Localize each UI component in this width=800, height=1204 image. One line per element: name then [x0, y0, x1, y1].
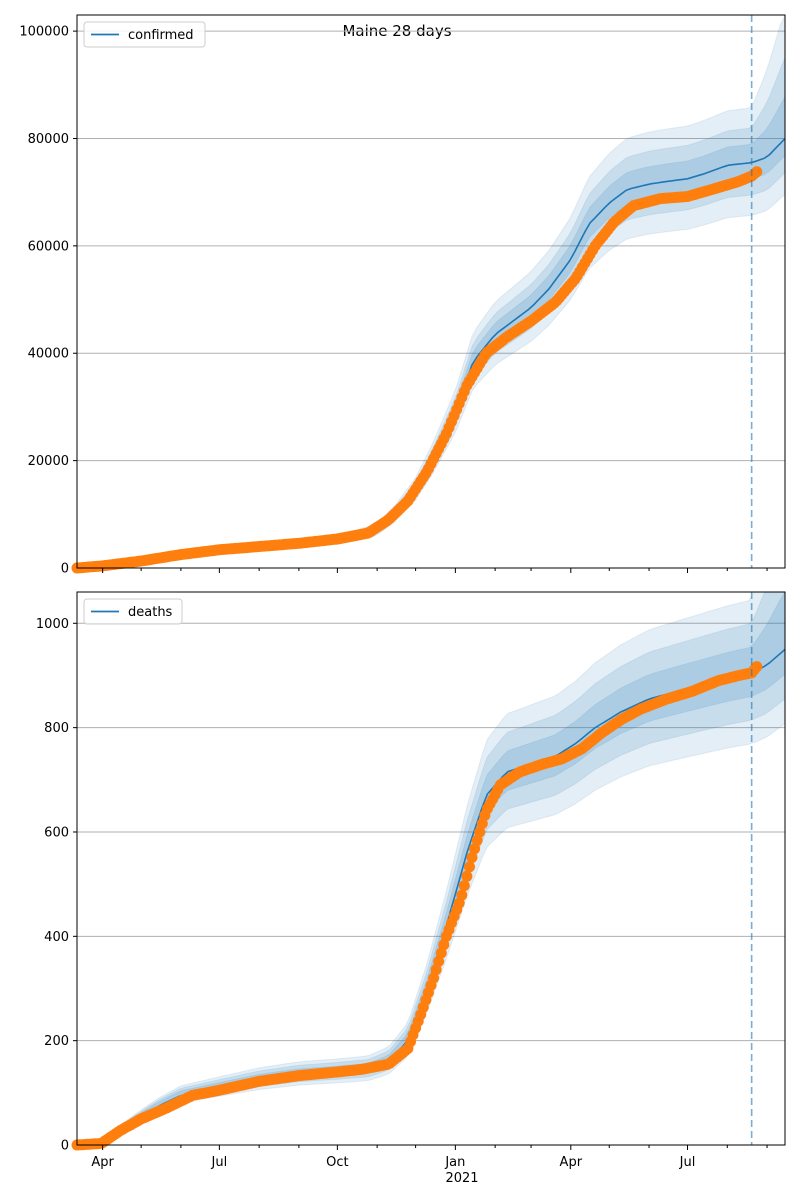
top-y-tick-label: 40000 — [28, 347, 69, 362]
bottom-y-tick-label: 1000 — [36, 617, 69, 632]
bottom-observed-point — [476, 818, 488, 830]
bottom-observed-point — [461, 870, 473, 882]
bottom-y-tick-label: 800 — [44, 721, 69, 736]
x-tick-label: Jul — [211, 1155, 228, 1170]
top-y-tick-label: 0 — [61, 562, 69, 577]
bottom-y-tick-label: 0 — [61, 1139, 69, 1154]
bottom-observed-point — [456, 889, 468, 901]
bottom-observed-point — [466, 852, 478, 863]
bottom-observed-point — [438, 939, 450, 951]
bottom-observed-point — [430, 964, 442, 976]
bottom-observed-point — [428, 972, 440, 984]
bottom-axes-frame — [76, 591, 786, 1146]
x-tick-label: Apr — [560, 1155, 583, 1170]
bottom-legend-label: deaths — [128, 605, 173, 620]
bottom-observed-point — [464, 861, 475, 873]
bottom-observed-point — [751, 661, 763, 673]
bottom-y-tick-label: 600 — [44, 825, 69, 840]
top-y-tick-label: 80000 — [28, 132, 69, 147]
top-observed-point — [751, 166, 763, 178]
bottom-y-tick-label: 200 — [44, 1034, 69, 1049]
x-tick-label: Apr — [91, 1155, 114, 1170]
bottom-observed-point — [458, 880, 470, 892]
x-tick-label: Jul — [679, 1155, 696, 1170]
top-legend-label: confirmed — [128, 28, 194, 43]
bottom-legend-box — [83, 598, 183, 625]
top-y-tick-label: 20000 — [28, 454, 69, 469]
bottom-observed-point — [469, 843, 481, 855]
top-legend-box — [83, 21, 206, 48]
x-tick-label: Jan — [444, 1155, 465, 1170]
bottom-observed-point — [474, 826, 486, 838]
bottom-observed-point — [471, 834, 483, 846]
bottom-observed-point — [435, 947, 447, 959]
x-year-label: 2021 — [445, 1171, 478, 1186]
bottom-observed-point — [433, 955, 445, 967]
top-y-tick-label: 100000 — [19, 25, 69, 40]
top-y-tick-label: 60000 — [28, 239, 69, 254]
bottom-y-tick-label: 400 — [44, 930, 69, 945]
top-axes-frame — [76, 14, 786, 569]
x-tick-label: Oct — [326, 1155, 348, 1170]
